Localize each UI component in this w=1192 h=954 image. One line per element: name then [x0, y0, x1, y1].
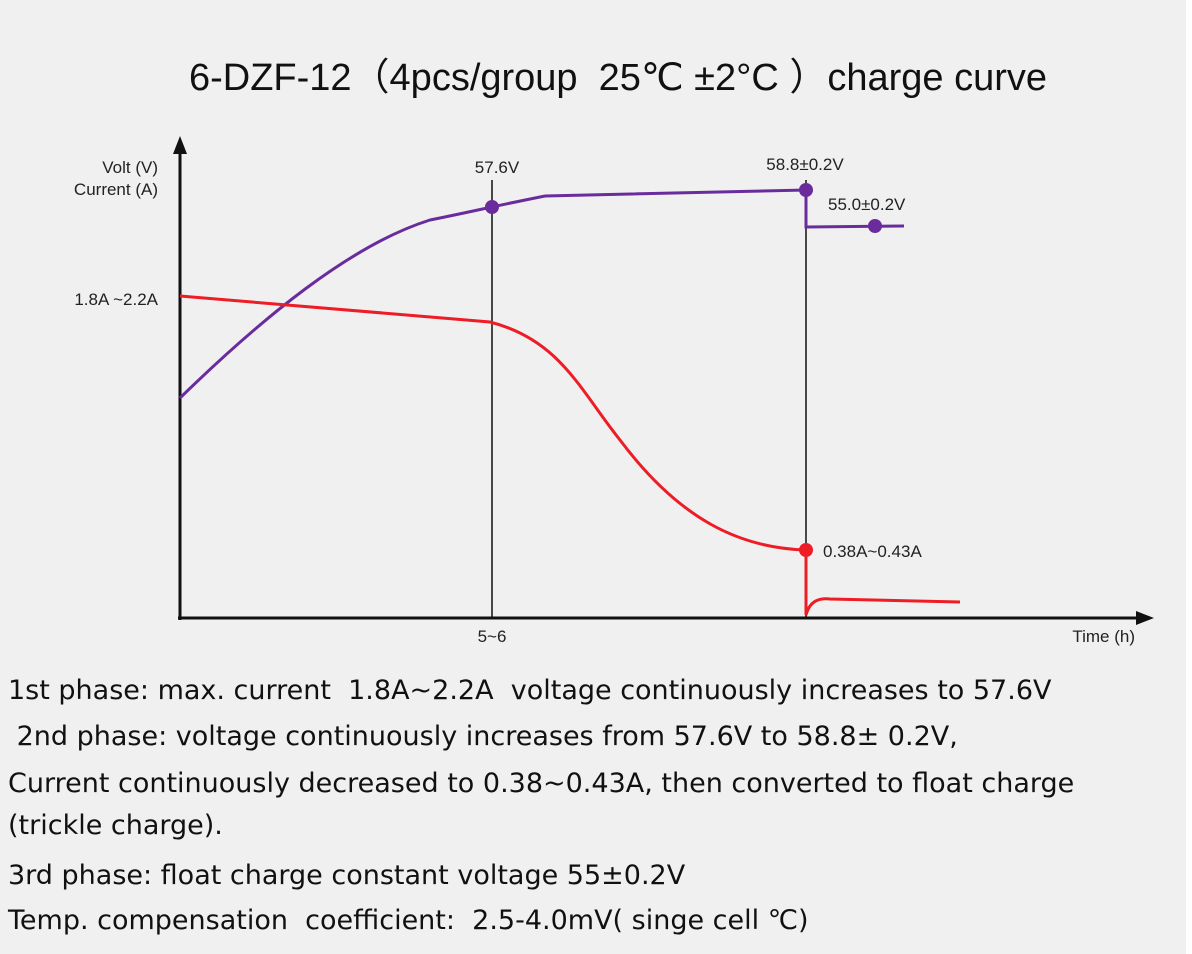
current-curve [179, 294, 961, 616]
voltage-curve [178, 188, 905, 400]
note-line-5: 3rd phase: float charge constant voltage… [8, 860, 686, 891]
page-margin [1186, 0, 1192, 954]
x-tick-label: 5~6 [478, 627, 507, 646]
voltage-point-57-6 [485, 200, 499, 214]
y-axis-label-current: Current (A) [74, 180, 158, 199]
y-axis-arrow [173, 136, 187, 154]
x-axis-arrow [1136, 611, 1154, 625]
voltage-label-58-8: 58.8±0.2V [766, 155, 844, 174]
current-label-start: 1.8A ~2.2A [74, 290, 158, 309]
note-line-3: Current continuously decreased to 0.38~0… [8, 768, 1075, 799]
voltage-point-58-8 [799, 183, 813, 197]
note-line-2: 2nd phase: voltage continuously increase… [8, 721, 958, 752]
current-point-0-38 [799, 543, 813, 557]
note-line-6: Temp. compensation coefficient: 2.5-4.0m… [8, 905, 809, 936]
voltage-label-57-6: 57.6V [475, 158, 520, 177]
note-line-1: 1st phase: max. current 1.8A~2.2A voltag… [8, 675, 1052, 706]
chart-title: 6-DZF-12（4pcs/group 25℃ ±2°C ）charge cur… [188, 57, 1048, 99]
note-line-4: (trickle charge). [8, 810, 223, 841]
x-axis-label: Time (h) [1072, 627, 1135, 646]
voltage-label-55-0: 55.0±0.2V [828, 195, 906, 214]
voltage-point-55-0 [868, 219, 882, 233]
y-axis-label-volt: Volt (V) [102, 158, 158, 177]
current-label-end: 0.38A~0.43A [823, 542, 922, 561]
